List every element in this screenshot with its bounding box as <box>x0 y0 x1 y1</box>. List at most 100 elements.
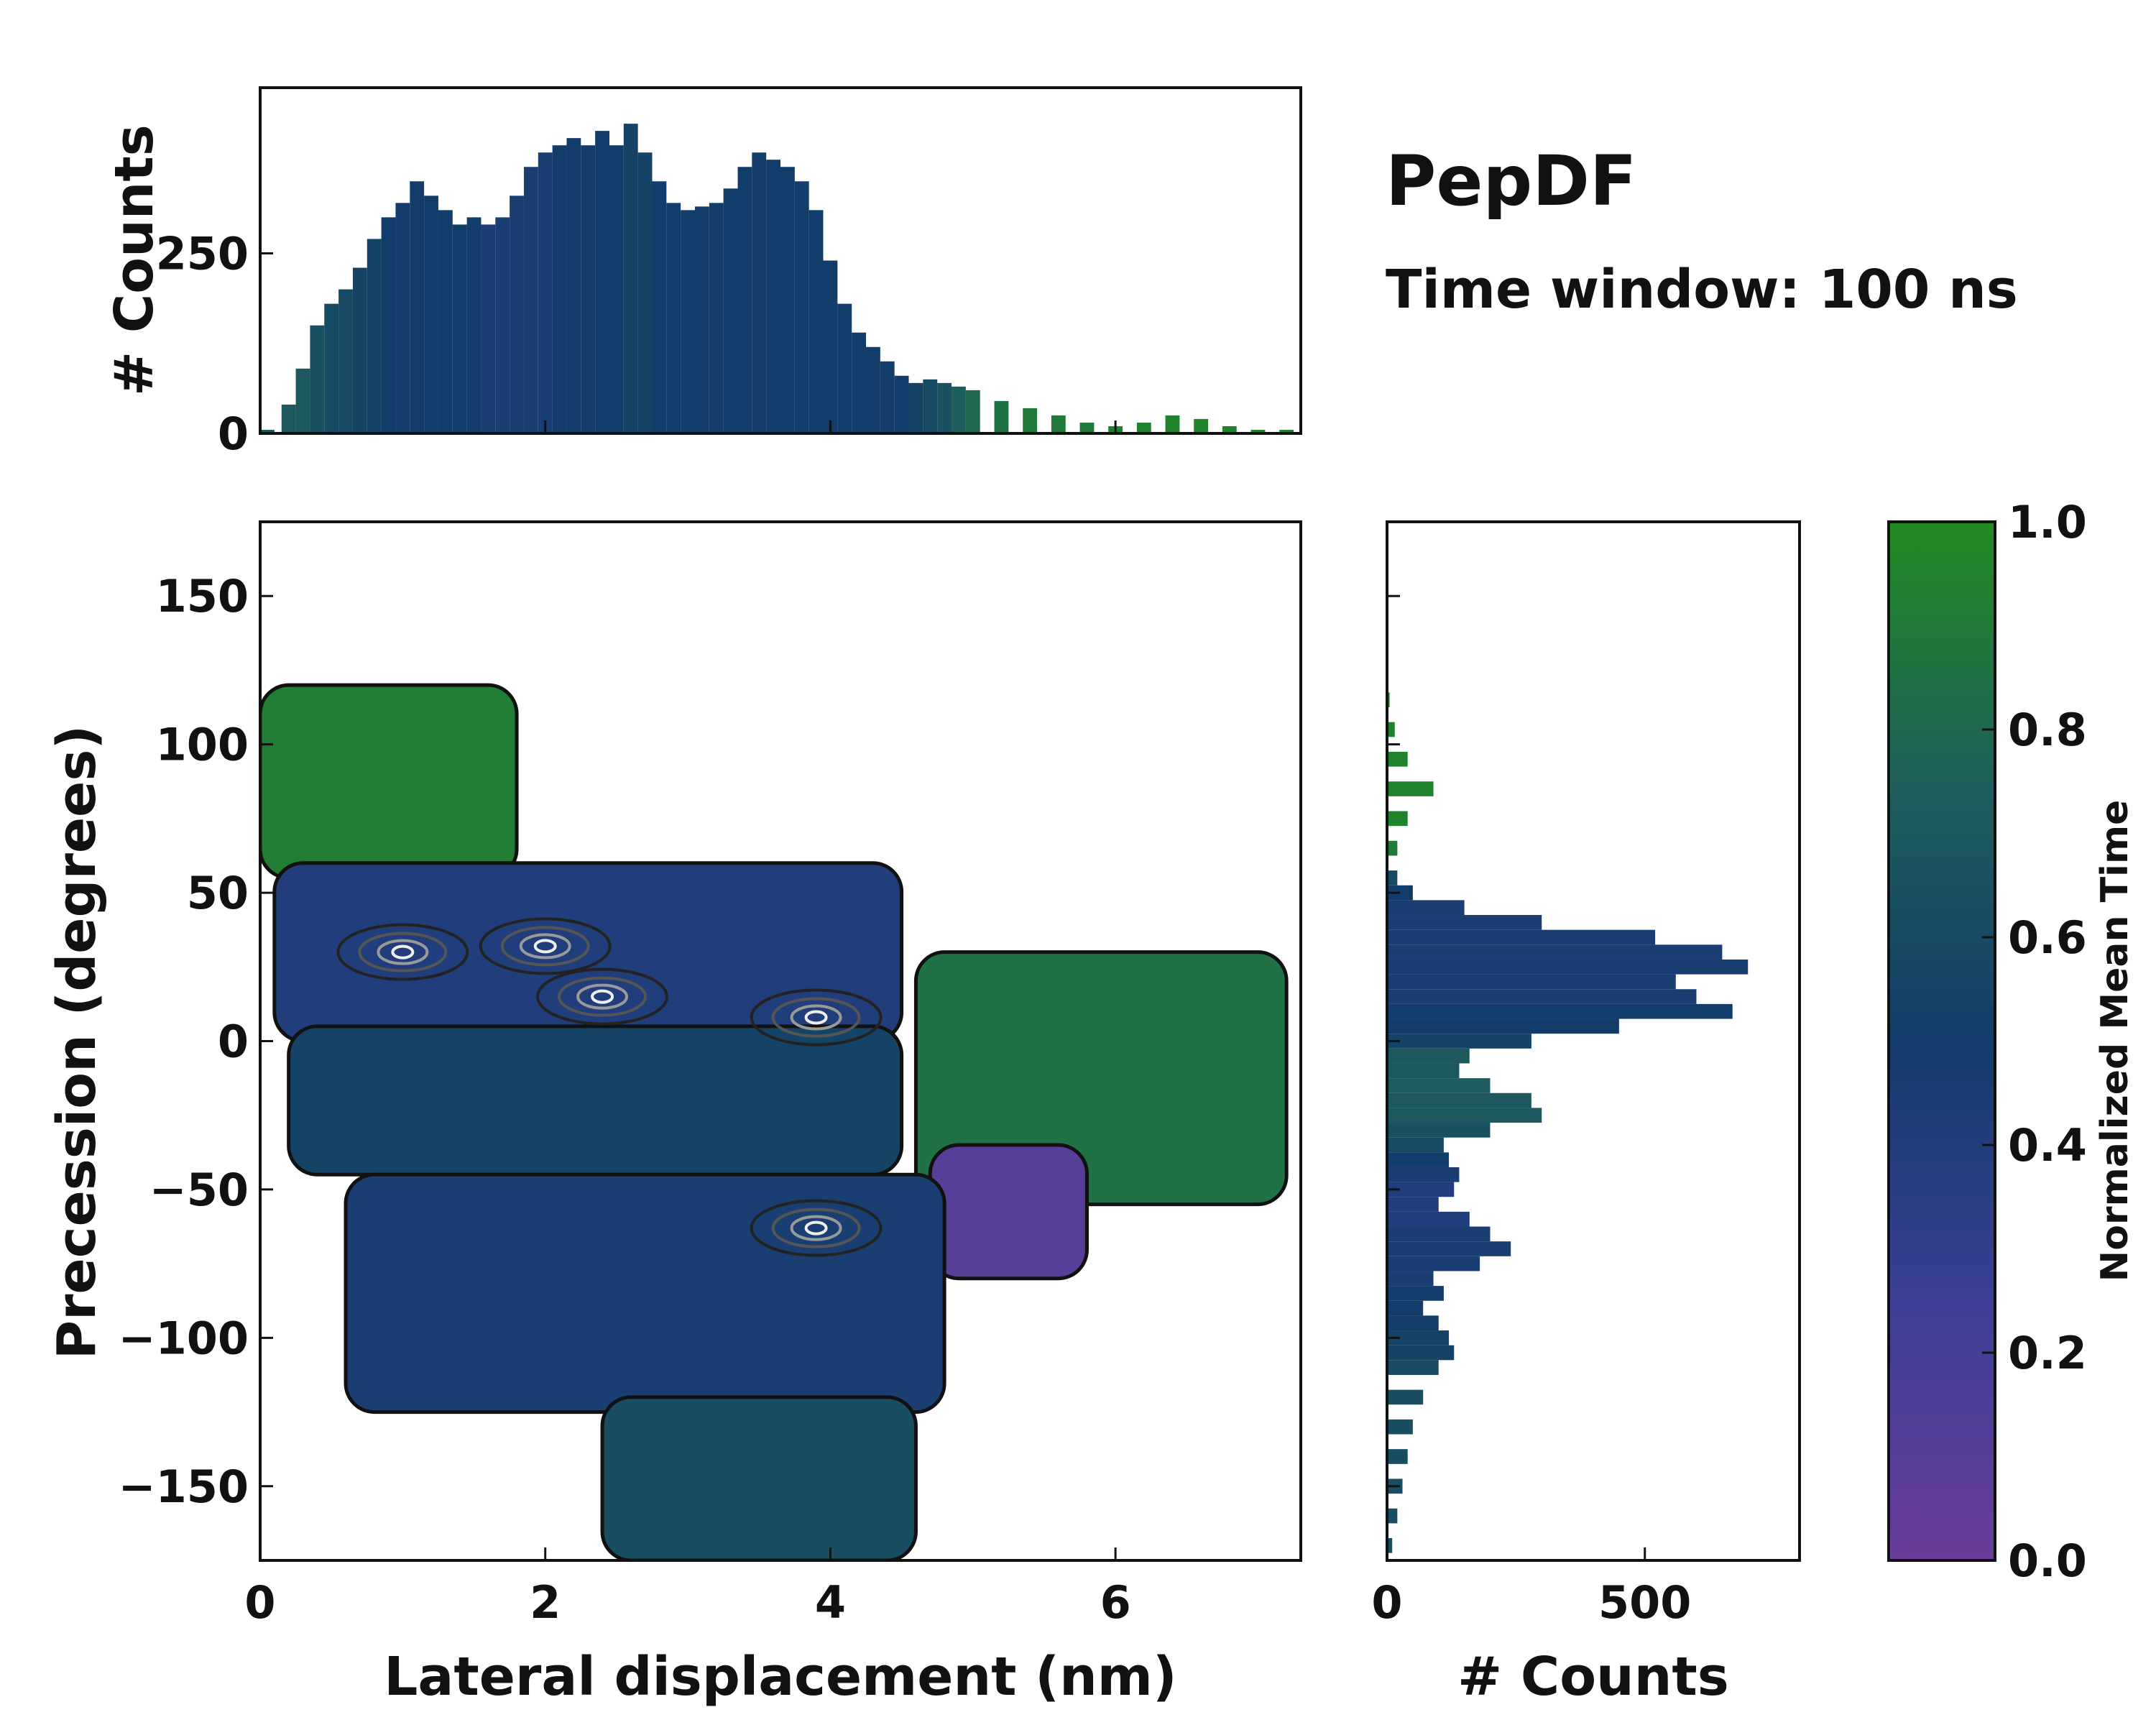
density-contour <box>391 944 415 960</box>
top-hist-bar <box>424 196 438 433</box>
right-hist-bar <box>1387 1197 1439 1212</box>
right-hist-bar <box>1387 944 1723 960</box>
top-hist-bar <box>766 160 780 434</box>
top-hist-bar <box>794 181 809 434</box>
right-hist-bar <box>1387 959 1749 975</box>
top-hist-bar <box>367 239 382 433</box>
top-hist-bar <box>852 332 867 433</box>
top-hist-bar <box>1136 422 1151 433</box>
top-hist-bar <box>808 210 824 433</box>
right-hist-bar <box>1387 1123 1491 1138</box>
density-contour <box>790 1215 842 1241</box>
top-hist-bars <box>260 124 1294 434</box>
right-hist-bar <box>1387 1078 1491 1093</box>
right-hist-bar <box>1387 1182 1455 1197</box>
right-hist-bar <box>1387 1538 1393 1553</box>
top-hist-bar <box>552 145 567 433</box>
top-hist-bar <box>452 224 467 433</box>
density-contour <box>771 997 861 1038</box>
joint-heatmap <box>260 683 1289 1560</box>
top-hist-bar <box>1222 426 1237 433</box>
heatmap-region-purple-pocket <box>928 1143 1089 1281</box>
colorbar-bar <box>1887 520 1996 1562</box>
top-hist-bar <box>1250 429 1266 433</box>
density-contour <box>336 923 469 981</box>
heatmap-region-bottom-tail <box>600 1395 918 1560</box>
joint-ticks: 0 2 4 6 150 100 50 0 −50 −100 −150 <box>119 570 1131 1629</box>
colorbar-tick-label: 0.0 <box>2008 1535 2087 1587</box>
top-hist-bar <box>260 429 275 433</box>
right-hist-bar <box>1387 1271 1434 1287</box>
right-hist-bar <box>1387 781 1434 796</box>
colorbar: 0.0 0.2 0.4 0.6 0.8 1.0 Normalized Mean Time <box>1887 496 2137 1587</box>
top-hist-bar <box>937 382 952 433</box>
top-hist-ytick-label: 250 <box>156 227 249 280</box>
top-hist-bar <box>438 210 453 433</box>
right-hist-bar <box>1387 1211 1470 1227</box>
top-hist-bar <box>395 203 410 433</box>
top-hist-bar <box>666 203 681 433</box>
right-hist-bar <box>1387 915 1542 930</box>
joint-xtick-label: 0 <box>244 1576 275 1629</box>
top-hist-bar <box>623 124 638 433</box>
top-hist-bar <box>681 210 695 433</box>
right-hist-bar <box>1387 1330 1450 1346</box>
joint-plot: 0 2 4 6 150 100 50 0 −50 −100 −150 Lateral displac… <box>46 520 1302 1708</box>
density-contour <box>804 1220 828 1236</box>
right-hist-bar <box>1387 1003 1733 1019</box>
top-hist-bar <box>780 167 795 433</box>
density-contour <box>804 1010 828 1025</box>
right-hist-bar <box>1387 1152 1450 1167</box>
colorbar-tick-label: 0.2 <box>2008 1327 2087 1379</box>
top-hist-bar <box>952 386 966 433</box>
right-hist-bar <box>1387 1508 1398 1524</box>
right-hist-bar <box>1387 1048 1470 1064</box>
joint-xtick-label: 4 <box>815 1576 846 1629</box>
right-hist-xtick-label: 500 <box>1598 1576 1691 1629</box>
joint-ytick-label: −100 <box>119 1312 249 1364</box>
right-hist-bar <box>1387 1137 1444 1153</box>
right-hist-bar <box>1387 1256 1480 1271</box>
top-hist-ytick-label: 0 <box>218 408 249 460</box>
top-hist-bar <box>1279 429 1294 433</box>
right-hist-bar <box>1387 1226 1491 1242</box>
right-hist-bar <box>1387 1389 1424 1405</box>
joint-ytick-label: 150 <box>156 570 249 622</box>
top-hist-bar <box>495 217 510 433</box>
density-contour <box>591 989 614 1004</box>
top-hist-bar <box>510 196 524 433</box>
top-hist-bar <box>737 167 752 433</box>
joint-xtick-label: 6 <box>1100 1576 1131 1629</box>
right-hist-bar <box>1387 1449 1408 1464</box>
density-contour <box>536 967 669 1026</box>
density-contour <box>519 933 571 960</box>
joint-ytick-label: 100 <box>156 719 249 771</box>
density-contour <box>377 939 429 965</box>
top-hist-bar <box>466 217 482 433</box>
right-histogram: 0 500 # Counts <box>1371 520 1801 1708</box>
top-hist-bar <box>880 361 895 433</box>
top-hist-bar <box>352 267 367 433</box>
right-hist-bar <box>1387 1092 1531 1108</box>
right-hist-xtick-label: 0 <box>1371 1576 1402 1629</box>
colorbar-tick-label: 0.8 <box>2008 704 2087 756</box>
right-hist-bar <box>1387 1345 1455 1361</box>
colorbar-ticks: 0.0 0.2 0.4 0.6 0.8 1.0 <box>1982 496 2087 1587</box>
right-hist-bar <box>1387 929 1656 945</box>
joint-density-peaks <box>336 917 883 1257</box>
right-hist-bar <box>1387 870 1398 886</box>
right-hist-bar <box>1387 1034 1531 1049</box>
top-hist-bar <box>1194 418 1209 433</box>
top-hist-bar <box>723 188 738 433</box>
density-contour <box>358 932 448 972</box>
top-hist-bar <box>1165 415 1180 433</box>
heatmap-region-central-lower <box>287 1024 904 1177</box>
top-hist-bar <box>894 375 909 433</box>
density-contour <box>750 1199 883 1257</box>
top-hist-ticks: 0 250 <box>156 227 1117 460</box>
top-hist-bar <box>1079 422 1095 433</box>
right-hist-bar <box>1387 722 1395 737</box>
top-hist-bar <box>694 206 709 433</box>
right-hist-bar <box>1387 1286 1444 1301</box>
density-contour <box>533 939 557 954</box>
